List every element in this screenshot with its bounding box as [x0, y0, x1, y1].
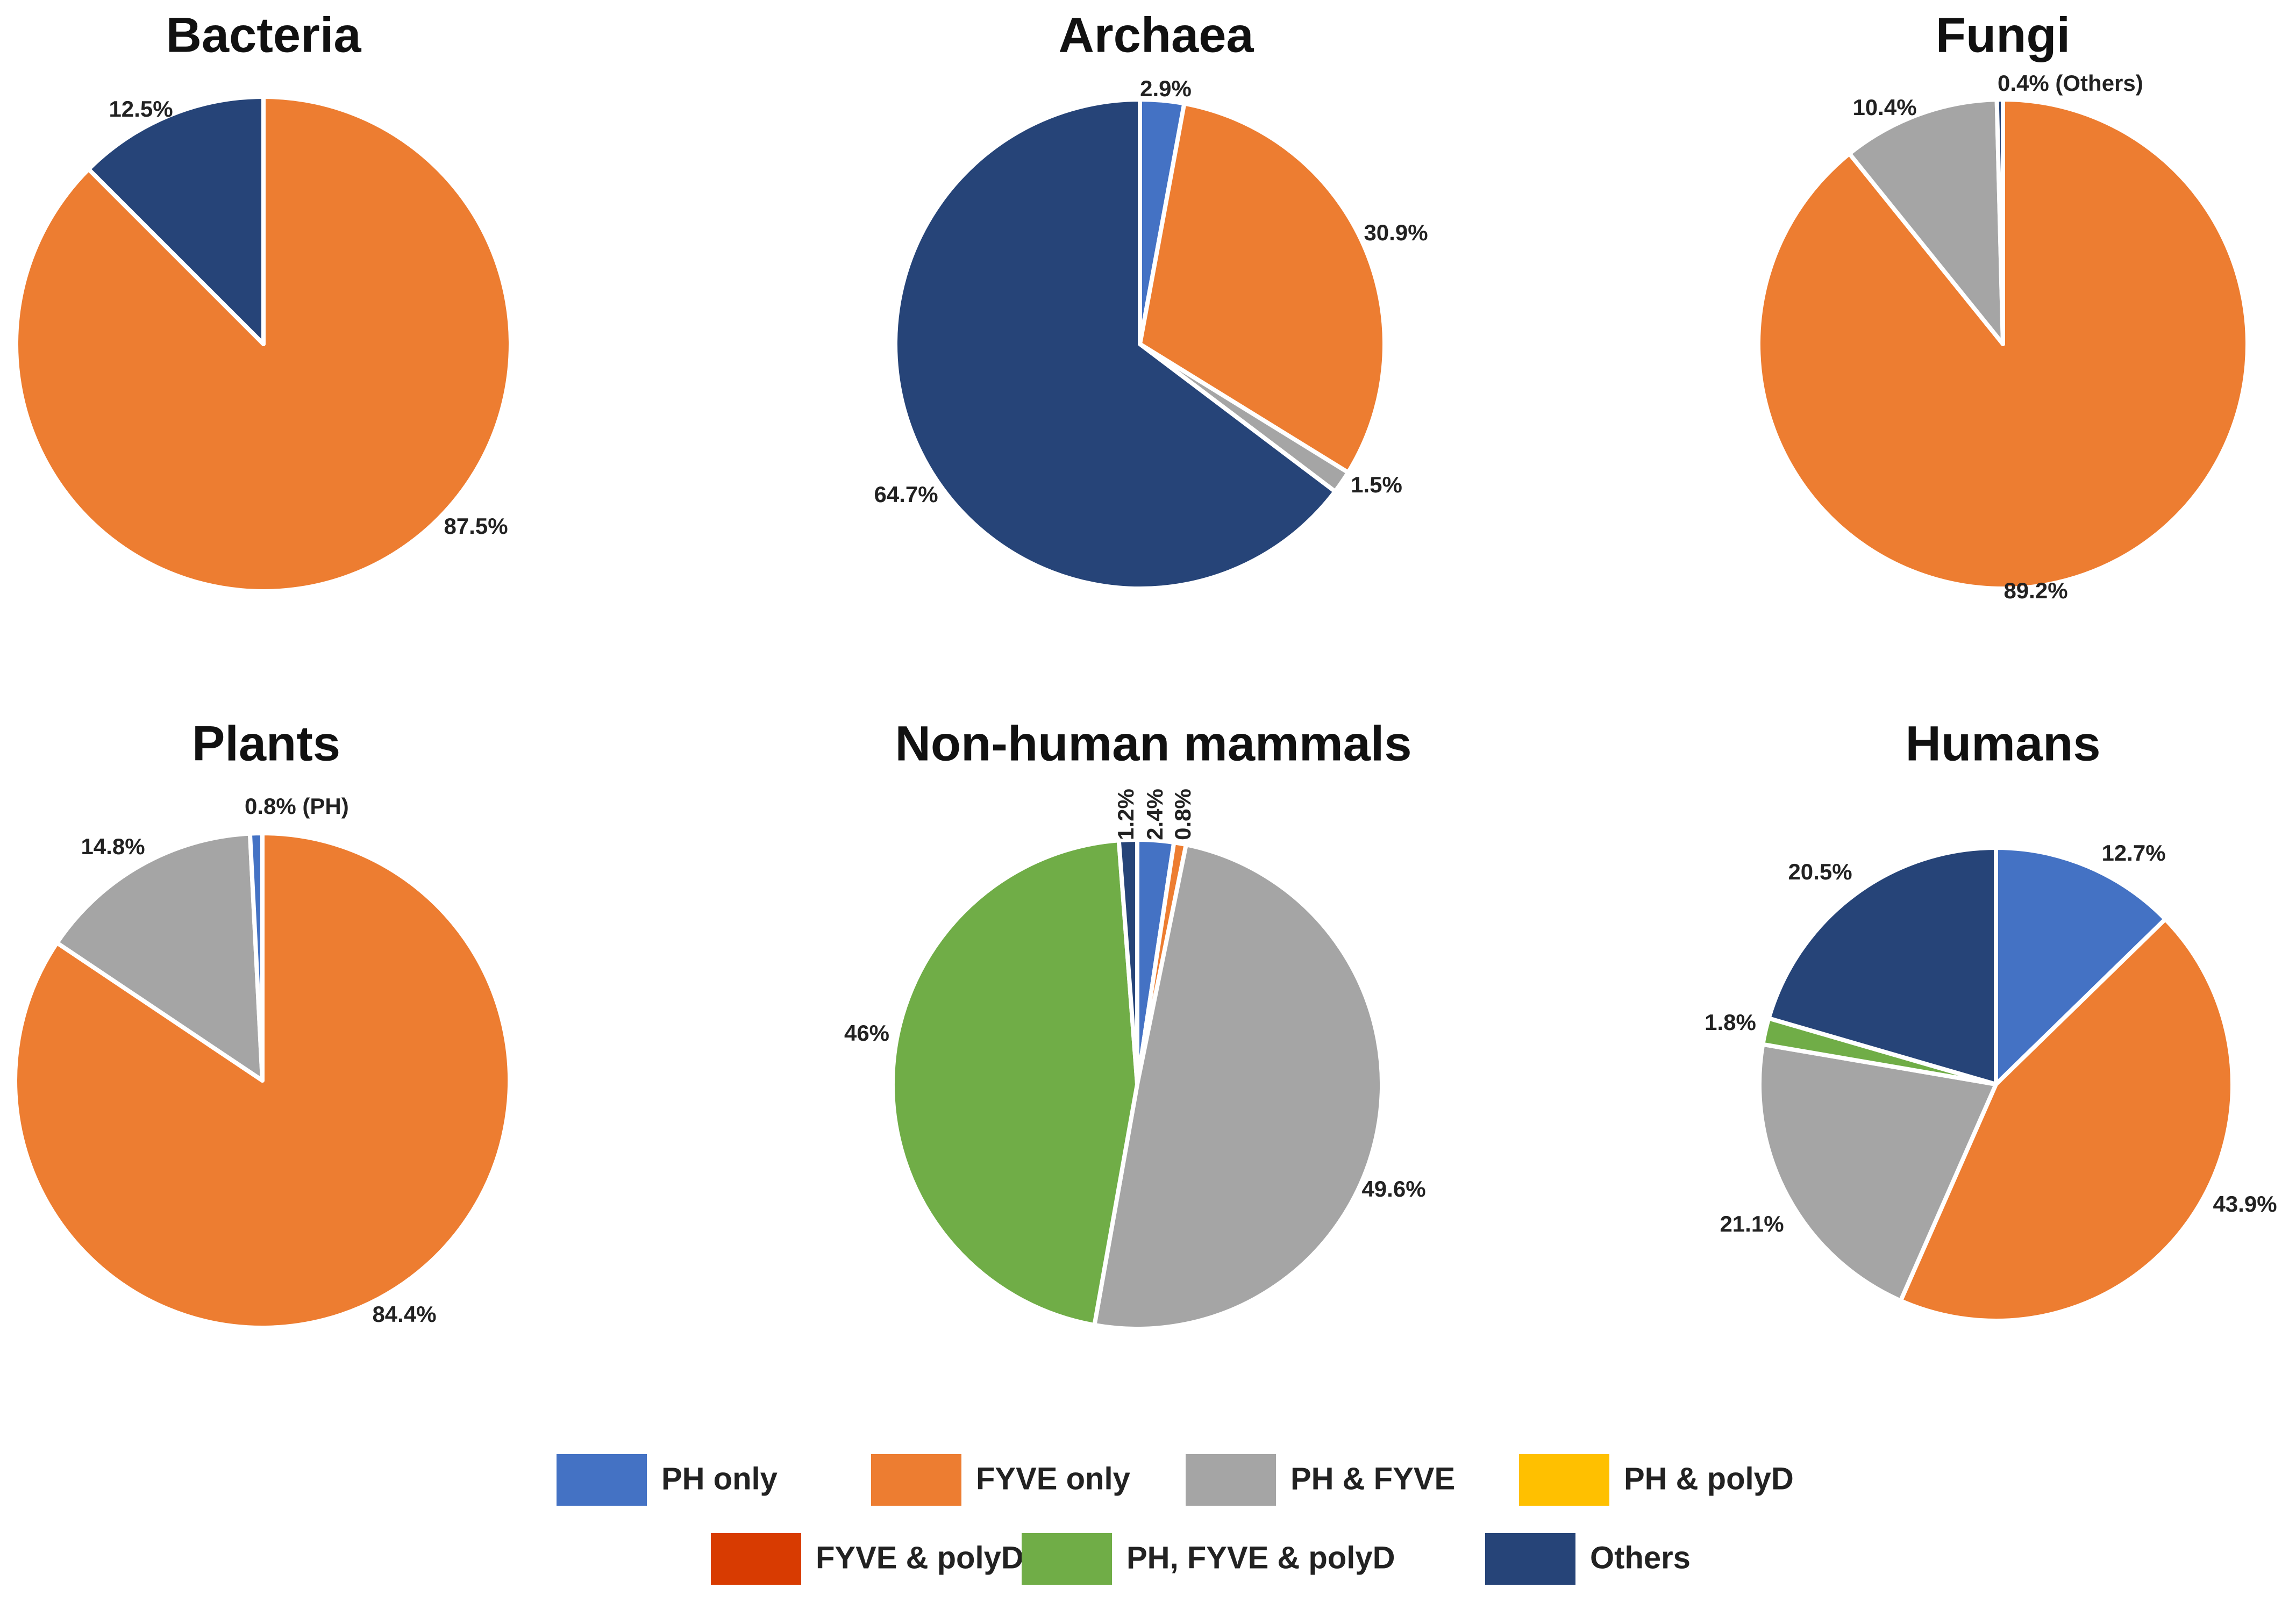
legend-item-ph-fyve-polyd: PH, FYVE & polyD: [1022, 1533, 1395, 1585]
pie-slice-ph-fyve-polyd: [890, 838, 1139, 1327]
legend-label: PH only: [661, 1461, 778, 1496]
pie-chart-humans: Humans 12.7% 43.9% 21.1% 1.8% 20.5%: [1705, 716, 2277, 1323]
legend-label: FYVE & polyD: [816, 1540, 1024, 1575]
slice-label: 21.1%: [1720, 1211, 1784, 1236]
slice-label: 43.9%: [2213, 1191, 2277, 1217]
slice-label: 0.8%: [1170, 789, 1195, 840]
pie-slice-fyve-only: [1898, 917, 2235, 1323]
legend-label: PH & polyD: [1624, 1461, 1794, 1496]
chart-title: Archaea: [1058, 8, 1254, 62]
legend-item-fyve-polyd: FYVE & polyD: [711, 1533, 1024, 1585]
pie-slice-ph-only: [1994, 846, 2168, 1086]
legend-swatch: [1186, 1454, 1276, 1506]
legend-label: FYVE only: [976, 1461, 1130, 1496]
legend-label: Others: [1590, 1540, 1691, 1575]
pie-chart-non-human-mammals: Non-human mammals 2.4% 0.8% 49.6% 46% 1.2%: [844, 716, 1426, 1331]
pie-chart-archaea: Archaea 2.9% 30.9% 1.5% 64.7%: [874, 8, 1428, 591]
slice-label: 2.4%: [1142, 789, 1167, 840]
legend-label: PH & FYVE: [1290, 1461, 1455, 1496]
chart-title: Bacteria: [166, 8, 361, 62]
chart-title: Plants: [192, 716, 340, 771]
pie-slice-ph-fyve: [1757, 1042, 1998, 1303]
pie-slice-others: [893, 97, 1337, 591]
slice-label: 12.5%: [109, 96, 173, 121]
legend-item-ph-only: PH only: [557, 1454, 778, 1506]
legend-item-ph-polyd: PH & polyD: [1519, 1454, 1794, 1506]
pie-chart-plants: Plants 84.4% 14.8% 0.8% (PH): [13, 716, 512, 1330]
chart-title: Fungi: [1936, 8, 2070, 62]
slice-label: 30.9%: [1364, 220, 1428, 245]
slice-label: 64.7%: [874, 482, 938, 507]
legend-swatch: [1022, 1533, 1112, 1585]
pie-slice-others: [1766, 846, 1998, 1086]
slice-label: 2.9%: [1140, 76, 1192, 101]
legend-item-fyve-only: FYVE only: [871, 1454, 1130, 1506]
legend-item-ph-fyve: PH & FYVE: [1186, 1454, 1455, 1506]
pie-chart-fungi: Fungi 89.2% 10.4% 0.4% (Others): [1756, 8, 2250, 603]
pie-slice-others: [86, 95, 266, 346]
slice-label: 10.4%: [1852, 95, 1916, 120]
pie-slice-ph-fyve: [54, 831, 265, 1083]
slice-label: 84.4%: [372, 1301, 436, 1327]
slice-label: 87.5%: [444, 513, 508, 539]
legend-swatch: [557, 1454, 647, 1506]
slice-label: 46%: [844, 1020, 889, 1046]
legend-swatch: [871, 1454, 961, 1506]
pie-slice-others: [1116, 837, 1139, 1086]
slice-label: 0.4% (Others): [1998, 70, 2143, 96]
chart-title: Humans: [1906, 716, 2101, 771]
slice-label: 12.7%: [2101, 840, 2165, 865]
legend-swatch: [711, 1533, 801, 1585]
slice-label: 1.2%: [1113, 789, 1138, 840]
slice-label: 20.5%: [1788, 859, 1852, 884]
pie-slice-others: [1994, 97, 2005, 346]
chart-title: Non-human mammals: [895, 716, 1411, 771]
legend-swatch: [1519, 1454, 1609, 1506]
slice-label: 0.8% (PH): [245, 793, 349, 819]
pie-chart-bacteria: Bacteria 87.5% 12.5%: [14, 8, 513, 593]
pie-slice-ph-only: [247, 831, 265, 1083]
pie-charts-area: Bacteria 87.5% 12.5% Archaea 2.9% 30.9% 1.5% 64…: [13, 8, 2277, 1331]
slice-label: 49.6%: [1361, 1176, 1425, 1201]
slice-label: 89.2%: [2003, 578, 2067, 603]
slice-label: 1.5%: [1351, 472, 1402, 497]
legend: PH only FYVE only PH & FYVE PH & polyD FYVE …: [557, 1454, 1794, 1585]
pie-slice-ph-fyve: [1092, 842, 1385, 1331]
legend-label: PH, FYVE & polyD: [1126, 1540, 1395, 1575]
slice-label: 14.8%: [81, 834, 145, 859]
legend-swatch: [1485, 1533, 1575, 1585]
legend-item-others: Others: [1485, 1533, 1691, 1585]
slice-label: 1.8%: [1705, 1010, 1756, 1035]
pie-slice-ph-fyve: [1847, 97, 2005, 346]
